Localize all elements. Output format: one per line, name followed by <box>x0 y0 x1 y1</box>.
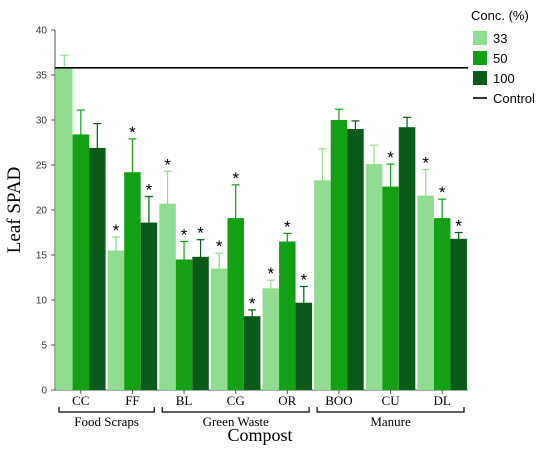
y-tick-label: 15 <box>36 251 48 262</box>
bar <box>89 147 106 390</box>
y-tick-label: 5 <box>41 341 47 352</box>
legend-swatch <box>473 31 487 45</box>
bar <box>107 250 125 390</box>
significance-marker: * <box>284 217 291 236</box>
group-label: Manure <box>370 414 411 429</box>
group-bracket <box>58 407 155 413</box>
bar <box>433 218 451 390</box>
legend: Conc. (%) 33 50 100 Control <box>471 8 535 106</box>
significance-marker: * <box>232 169 239 188</box>
significance-marker: * <box>268 264 275 283</box>
bar <box>243 316 261 390</box>
x-tick-label: BOO <box>325 393 352 408</box>
significance-marker: * <box>422 154 429 173</box>
significance-marker: * <box>216 237 223 256</box>
legend-entry-label: 50 <box>493 51 507 66</box>
y-tick-label: 0 <box>41 386 47 397</box>
group-bracket <box>161 407 310 413</box>
bar <box>295 302 313 390</box>
bar <box>314 180 331 390</box>
y-tick-label: 10 <box>36 296 48 307</box>
bar <box>192 256 209 390</box>
bar <box>175 259 193 390</box>
significance-marker: * <box>387 148 394 167</box>
bar <box>450 238 467 390</box>
bar <box>365 164 383 390</box>
x-tick-label: DL <box>434 393 451 408</box>
group-bracket <box>316 407 465 413</box>
y-tick-label: 40 <box>36 26 48 37</box>
bar <box>227 218 244 390</box>
group-label: Green Waste <box>203 414 269 429</box>
bar <box>56 68 73 390</box>
significance-marker: * <box>113 221 120 240</box>
x-tick-label: CU <box>382 393 401 408</box>
y-tick-label: 20 <box>36 206 48 217</box>
significance-marker: * <box>439 183 446 202</box>
legend-entry-label: 33 <box>493 31 507 46</box>
significance-marker: * <box>146 181 153 200</box>
significance-marker: * <box>301 271 308 290</box>
legend-title: Conc. (%) <box>471 8 529 23</box>
y-tick-label: 30 <box>36 116 48 127</box>
significance-marker: * <box>164 155 171 174</box>
bar <box>330 120 348 390</box>
bar <box>398 127 416 390</box>
bar <box>124 172 141 390</box>
significance-marker: * <box>249 294 256 313</box>
legend-swatch <box>473 71 487 85</box>
legend-entry-label: 100 <box>493 71 515 86</box>
y-axis-label: Leaf SPAD <box>4 167 25 253</box>
y-tick-label: 35 <box>36 71 48 82</box>
y-tick-label: 25 <box>36 161 48 172</box>
bar <box>279 241 296 390</box>
bar <box>347 129 364 390</box>
group-label: Food Scraps <box>74 414 139 429</box>
significance-marker: * <box>129 123 136 142</box>
legend-swatch <box>473 51 487 65</box>
significance-marker: * <box>455 217 462 236</box>
bar <box>417 195 434 390</box>
x-tick-label: OR <box>278 393 296 408</box>
bar <box>140 222 158 390</box>
x-tick-label: FF <box>125 393 139 408</box>
x-axis-label: Compost <box>227 425 292 445</box>
bar <box>159 203 176 390</box>
x-tick-label: CG <box>227 393 245 408</box>
bar <box>262 288 280 390</box>
significance-marker: * <box>197 224 204 243</box>
bar <box>72 134 90 390</box>
legend-control-label: Control <box>493 91 535 106</box>
significance-marker: * <box>181 226 188 245</box>
bar <box>210 268 228 390</box>
x-tick-label: CC <box>72 393 89 408</box>
x-tick-label: BL <box>176 393 193 408</box>
bar <box>382 186 399 390</box>
plot-area: 0 5 10 15 20 25 30 35 40 CC * * * FF * * * BL * * * CG * * * OR BO… <box>36 26 468 429</box>
